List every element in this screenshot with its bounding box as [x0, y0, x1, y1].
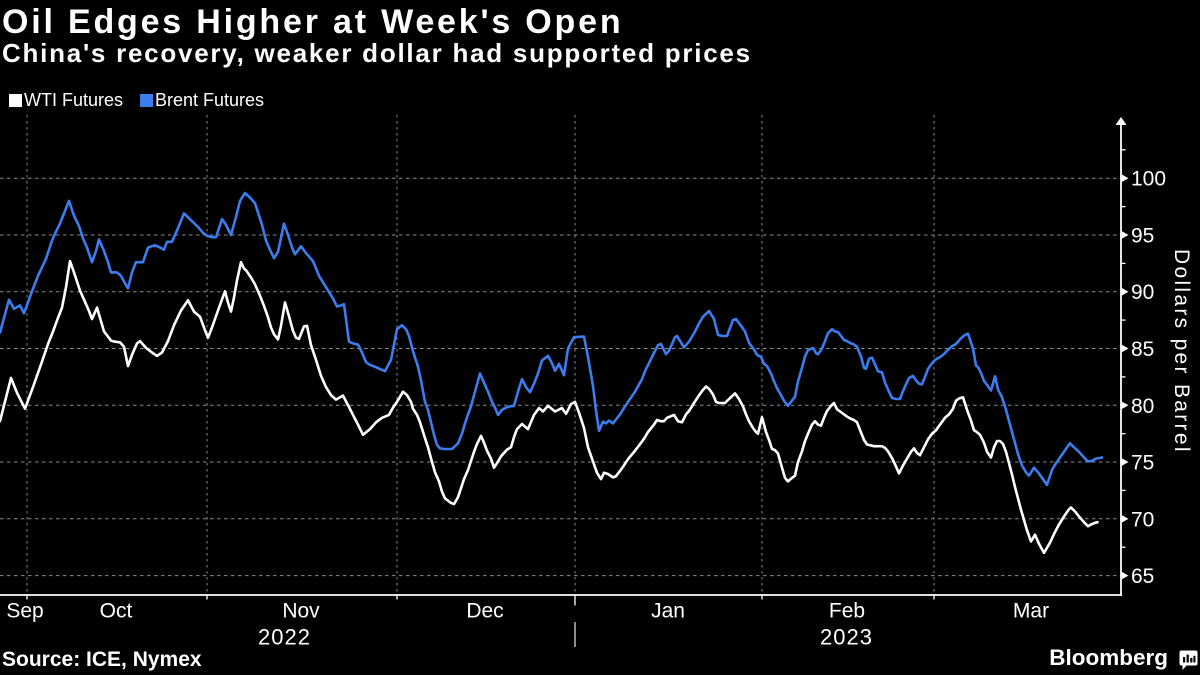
svg-text:90: 90 — [1131, 281, 1154, 304]
svg-text:65: 65 — [1131, 565, 1154, 588]
svg-text:Sep: Sep — [6, 600, 43, 623]
svg-text:2022: 2022 — [258, 625, 311, 650]
svg-text:95: 95 — [1131, 225, 1154, 248]
svg-text:Dec: Dec — [466, 600, 503, 623]
svg-text:Dollars per Barrel: Dollars per Barrel — [1170, 249, 1193, 454]
svg-text:85: 85 — [1131, 338, 1154, 361]
svg-text:80: 80 — [1131, 395, 1154, 418]
svg-text:Oct: Oct — [100, 600, 133, 623]
svg-text:Jan: Jan — [651, 600, 685, 623]
svg-text:70: 70 — [1131, 508, 1154, 531]
svg-text:Nov: Nov — [282, 600, 320, 623]
svg-text:Mar: Mar — [1013, 600, 1049, 623]
svg-text:Feb: Feb — [829, 600, 865, 623]
svg-text:2023: 2023 — [820, 625, 873, 650]
svg-text:75: 75 — [1131, 452, 1154, 475]
svg-text:100: 100 — [1131, 168, 1166, 191]
